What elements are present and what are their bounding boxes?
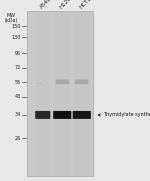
Bar	[73, 11, 90, 176]
Text: Thymidylate synthetase: Thymidylate synthetase	[103, 112, 150, 117]
FancyBboxPatch shape	[53, 111, 71, 119]
Text: HCT116: HCT116	[78, 0, 97, 10]
Text: 95: 95	[15, 51, 21, 56]
Bar	[27, 11, 93, 176]
Text: MW
(kDa): MW (kDa)	[4, 13, 18, 24]
FancyBboxPatch shape	[56, 79, 69, 84]
Text: 34: 34	[15, 112, 21, 117]
Text: A549: A549	[39, 0, 53, 10]
FancyBboxPatch shape	[73, 111, 91, 119]
Text: 43: 43	[15, 94, 21, 99]
Text: 55: 55	[15, 80, 21, 85]
FancyBboxPatch shape	[75, 79, 88, 84]
Bar	[37, 82, 42, 84]
Text: 72: 72	[15, 65, 21, 70]
Text: 130: 130	[12, 35, 21, 40]
Bar	[54, 11, 71, 176]
Text: 150: 150	[12, 24, 21, 29]
FancyBboxPatch shape	[35, 111, 50, 119]
Text: 26: 26	[15, 136, 21, 141]
Text: H1299: H1299	[59, 0, 75, 10]
Bar	[36, 11, 50, 176]
